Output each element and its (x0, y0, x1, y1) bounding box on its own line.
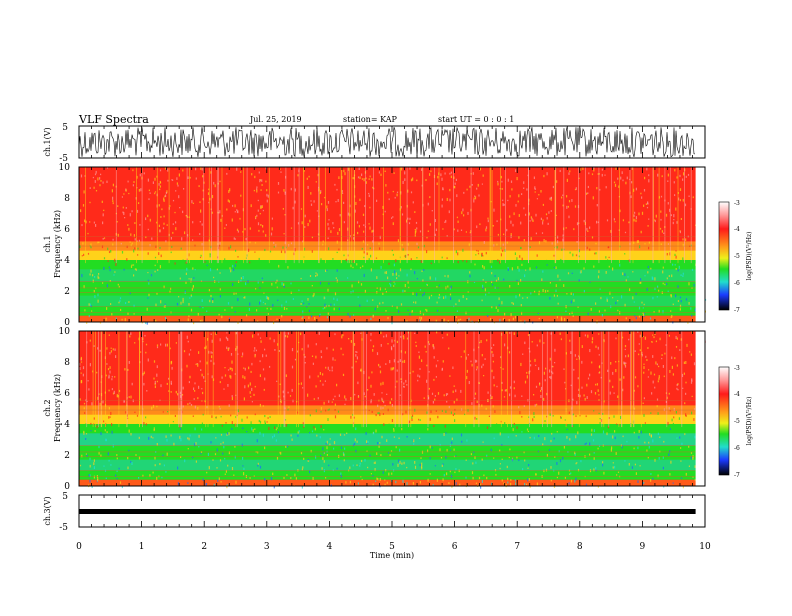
ch2-spectrogram-panel: 0 2 4 6 8 10 ch.2 Frequency (kHz) (43, 327, 706, 492)
ch2-ytick-8: 8 (64, 358, 70, 368)
ch1-cbar-tick-m6: -6 (734, 280, 740, 287)
ch2-ytick-2: 2 (64, 451, 70, 461)
ch3-ytick-top: 5 (62, 492, 68, 502)
xtick-0: 0 (76, 542, 82, 552)
xtick-3: 3 (264, 542, 270, 552)
ch2-ytick-6: 6 (64, 389, 70, 399)
ch1-waveform-trace (78, 127, 696, 158)
ch3-waveform-trace (79, 509, 696, 514)
ch1-spectrogram-panel: 0 2 4 6 8 10 ch.1 Frequency (kHz) (43, 163, 707, 328)
ch1-waveform-ylabel: ch.1(V) (43, 127, 52, 156)
ch2-colorbar: -3 -4 -5 -6 -7 log(PSD)(V²/Hz) (718, 365, 753, 479)
ch1-colorbar-scale (718, 201, 730, 311)
ch1-colorbar: -3 -4 -5 -6 -7 log(PSD)(V²/Hz) (718, 200, 753, 314)
time-axis-title: Time (min) (370, 551, 414, 560)
date-label: Jul. 25, 2019 (249, 115, 302, 124)
figure-title: VLF Spectra (78, 113, 149, 126)
ch2-cbar-tick-m3: -3 (734, 365, 740, 372)
ch3-waveform-panel: 5 -5 ch.3(V) (43, 492, 706, 533)
ch2-ytick-4: 4 (64, 420, 70, 430)
ch2-ytick-10: 10 (59, 327, 71, 337)
ch1-ytick-10: 10 (59, 163, 71, 173)
start-time-label: start UT = 0 : 0 : 1 (438, 115, 514, 124)
ch1-ytick-2: 2 (64, 287, 70, 297)
ch1-waveform-panel: 5 -5 ch.1(V) (43, 123, 706, 164)
ch1-spectrogram-ylabel: Frequency (kHz) (53, 210, 62, 278)
ch3-ytick-bottom: -5 (59, 523, 68, 533)
time-tick-marks (78, 126, 706, 527)
ch1-cbar-tick-m7: -7 (734, 307, 740, 314)
xtick-2: 2 (201, 542, 207, 552)
ch2-cbar-tick-m4: -4 (734, 391, 740, 398)
ch2-spectrogram-ylabel: Frequency (kHz) (53, 374, 62, 442)
ch1-cbar-tick-m5: -5 (734, 253, 740, 260)
xtick-8: 8 (577, 542, 583, 552)
ch2-ytick-0: 0 (64, 482, 70, 492)
xtick-7: 7 (514, 542, 520, 552)
ch1-ytick-0: 0 (64, 318, 70, 328)
xtick-5: 5 (389, 542, 395, 552)
xtick-6: 6 (452, 542, 458, 552)
ch1-colorbar-label: log(PSD)(V²/Hz) (746, 232, 753, 281)
ch2-colorbar-label: log(PSD)(V²/Hz) (746, 397, 753, 446)
xtick-1: 1 (139, 542, 145, 552)
ch1-ytick-6: 6 (64, 225, 70, 235)
ch3-waveform-ylabel: ch.3(V) (43, 496, 52, 525)
station-label: station= KAP (343, 115, 398, 124)
ch1-ytick-bottom: -5 (59, 154, 68, 164)
ch1-ytick-8: 8 (64, 194, 70, 204)
xtick-10: 10 (699, 542, 711, 552)
ch1-cbar-tick-m3: -3 (734, 200, 740, 207)
xtick-9: 9 (640, 542, 646, 552)
ch1-ytick-4: 4 (64, 256, 70, 266)
ch1-ytick-top: 5 (62, 123, 68, 133)
ch1-cbar-tick-m4: -4 (734, 226, 740, 233)
ch2-spectrogram-channel: ch.2 (43, 399, 52, 416)
time-axis-labels: 0 1 2 3 4 5 6 7 8 9 10 Time (min) (76, 542, 711, 560)
ch2-cbar-tick-m7: -7 (734, 472, 740, 479)
ch1-spectrogram-image (79, 167, 707, 325)
xtick-4: 4 (327, 542, 333, 552)
ch2-cbar-tick-m6: -6 (734, 445, 740, 452)
ch2-spectrogram-image (79, 331, 706, 489)
ch2-colorbar-scale (718, 366, 730, 476)
ch1-spectrogram-channel: ch.1 (43, 235, 52, 252)
ch2-cbar-tick-m5: -5 (734, 418, 740, 425)
